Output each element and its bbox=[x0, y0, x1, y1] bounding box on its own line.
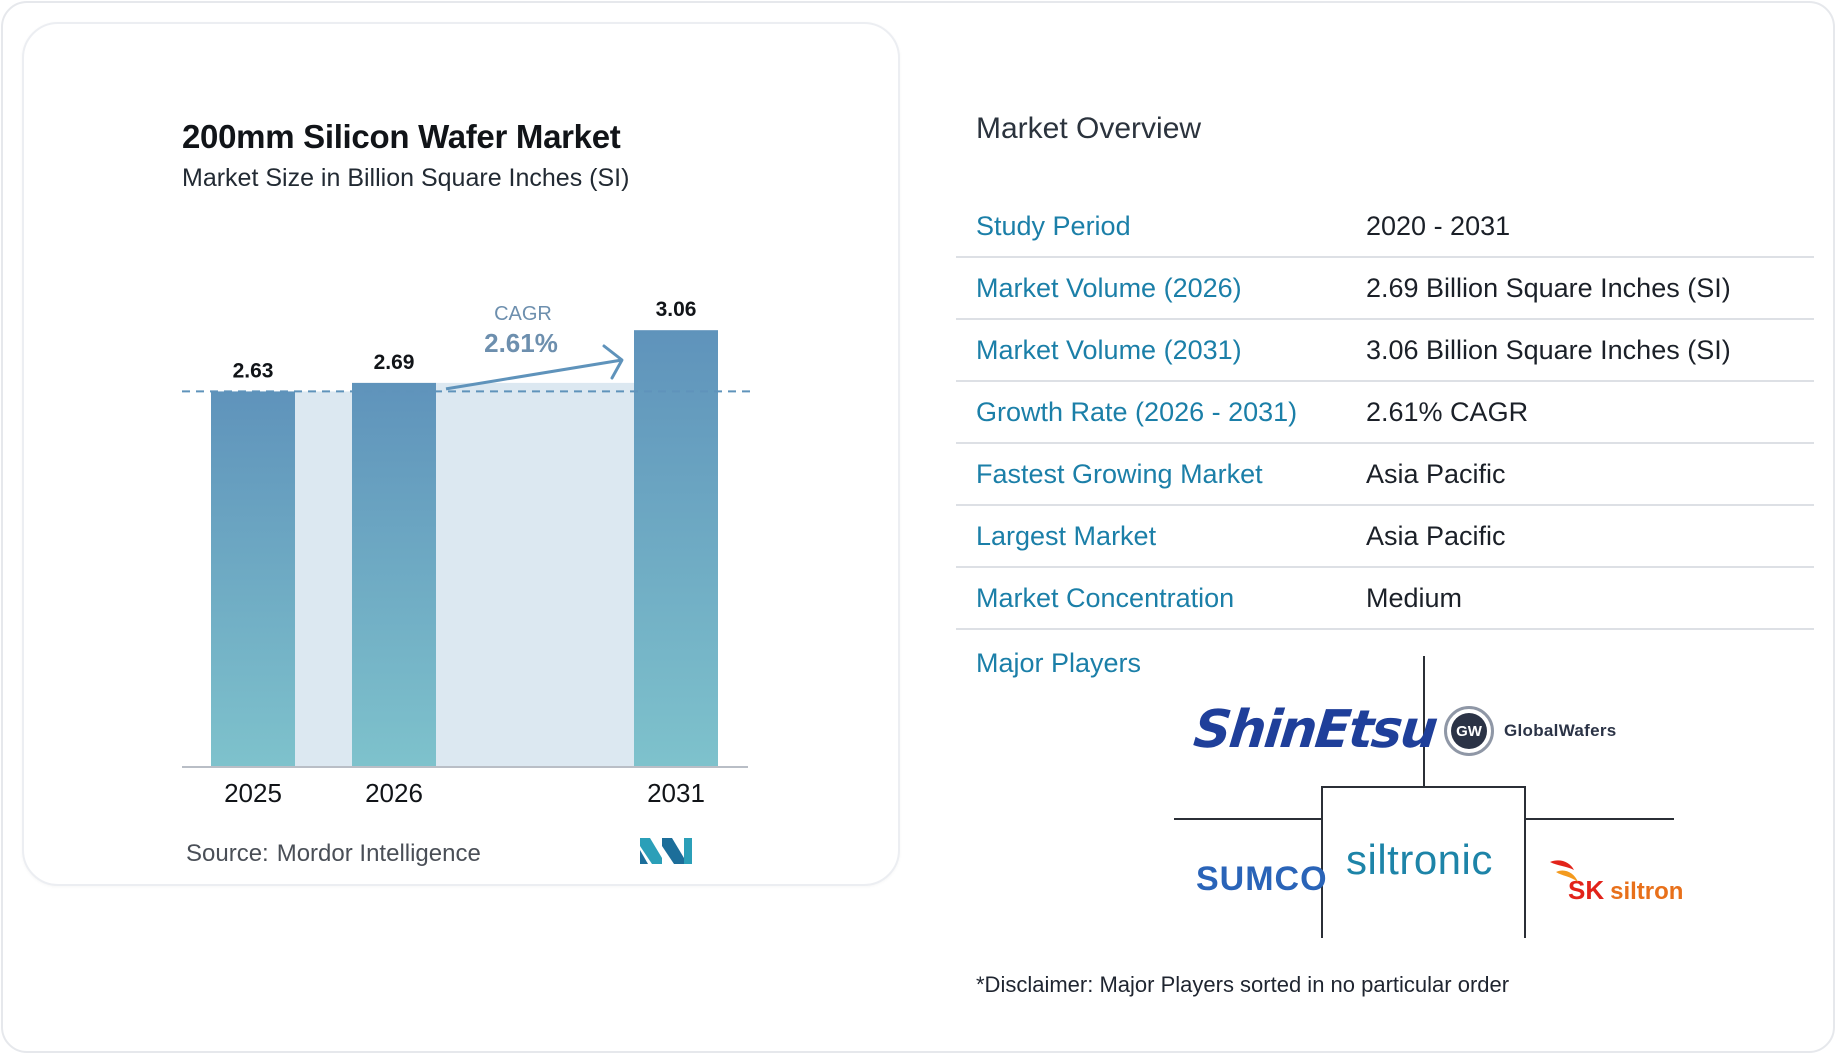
overview-heading: Market Overview bbox=[976, 112, 1202, 145]
row-label: Market Volume (2031) bbox=[976, 334, 1242, 365]
row-label: Market Volume (2026) bbox=[976, 272, 1242, 303]
overview-row: Study Period 2020 - 2031 bbox=[956, 196, 1814, 258]
siltronic-logo: siltronic bbox=[1346, 836, 1493, 883]
row-value: 3.06 Billion Square Inches (SI) bbox=[1366, 334, 1731, 365]
globalwafers-name: GlobalWafers bbox=[1504, 721, 1617, 740]
globalwafers-badge: GW bbox=[1451, 713, 1487, 749]
chart-source: Source: Mordor Intelligence bbox=[186, 840, 481, 868]
overview-row: Growth Rate (2026 - 2031) 2.61% CAGR bbox=[956, 382, 1814, 444]
shinetsu-logo: ShinEtsu bbox=[1190, 700, 1439, 760]
chart-title: 200mm Silicon Wafer Market bbox=[182, 118, 621, 155]
overview-row: Largest Market Asia Pacific bbox=[956, 506, 1814, 568]
row-value: 2.61% CAGR bbox=[1366, 396, 1529, 427]
source-name: Mordor Intelligence bbox=[276, 840, 481, 867]
row-label: Market Concentration bbox=[976, 582, 1235, 613]
globalwafers-logo: GW GlobalWafers bbox=[1444, 706, 1617, 756]
overview-row: Market Concentration Medium bbox=[956, 568, 1814, 630]
sumco-logo: SUMCO bbox=[1196, 860, 1328, 898]
disclaimer: *Disclaimer: Major Players sorted in no … bbox=[976, 972, 1510, 997]
source-label: Source: bbox=[186, 840, 269, 867]
row-value: Asia Pacific bbox=[1366, 520, 1506, 551]
row-value: Medium bbox=[1366, 582, 1463, 613]
siltron-text: siltron bbox=[1610, 878, 1684, 905]
chart-subtitle: Market Size in Billion Square Inches (SI… bbox=[182, 164, 630, 192]
overview-table: Study Period 2020 - 2031 Market Volume (… bbox=[956, 196, 1814, 630]
row-label: Growth Rate (2026 - 2031) bbox=[976, 396, 1298, 427]
row-value: 2020 - 2031 bbox=[1366, 210, 1511, 241]
sk-butterfly-icon bbox=[1550, 860, 1578, 882]
sk-siltron-logo: SK siltron bbox=[1546, 856, 1683, 906]
row-value: 2.69 Billion Square Inches (SI) bbox=[1366, 272, 1731, 303]
overview-row: Market Volume (2031) 3.06 Billion Square… bbox=[956, 320, 1814, 382]
overview-row: Market Volume (2026) 2.69 Billion Square… bbox=[956, 258, 1814, 320]
row-label: Largest Market bbox=[976, 520, 1157, 551]
row-label: Study Period bbox=[976, 210, 1131, 241]
globe-icon: GW bbox=[1444, 706, 1494, 756]
row-value: Asia Pacific bbox=[1366, 458, 1506, 489]
major-players-label: Major Players bbox=[976, 648, 1142, 678]
row-label: Fastest Growing Market bbox=[976, 458, 1263, 489]
sk-text: SK bbox=[1568, 875, 1605, 905]
overview-row: Fastest Growing Market Asia Pacific bbox=[956, 444, 1814, 506]
